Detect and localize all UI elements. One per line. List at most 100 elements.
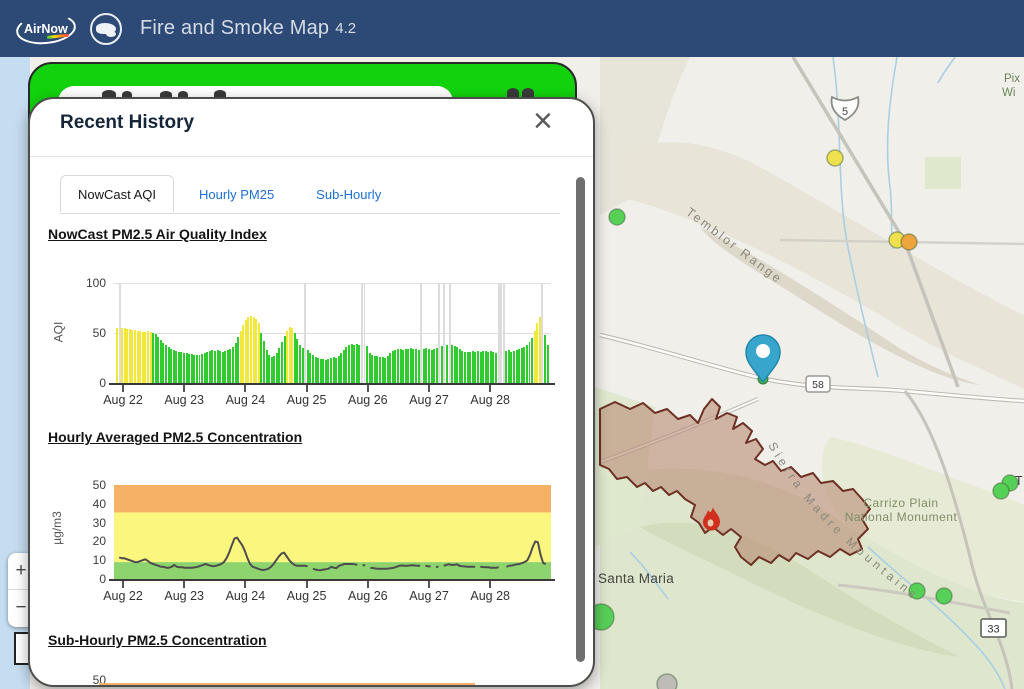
aqi-bar <box>438 283 441 383</box>
x-tick-label: Aug 22 <box>103 393 143 407</box>
x-tick <box>428 385 430 392</box>
location-pin[interactable] <box>745 334 781 385</box>
aqi-bar <box>402 350 405 383</box>
tab-hourly-pm25[interactable]: Hourly PM25 <box>199 187 275 202</box>
aqi-bar <box>329 358 332 383</box>
aqi-bar <box>134 330 137 383</box>
aqi-bar <box>226 350 229 383</box>
aqi-bar <box>531 338 534 383</box>
aqi-bar <box>291 328 294 383</box>
x-tick <box>366 581 369 588</box>
aqi-bar <box>232 347 234 383</box>
airnow-logo[interactable]: AirNow <box>14 10 78 47</box>
aqi-bar <box>528 342 531 383</box>
chart1-heading: NowCast PM2.5 Air Quality Index <box>48 226 267 242</box>
monitor-dot-green[interactable] <box>992 482 1010 500</box>
aqi-bar <box>360 283 363 383</box>
aqi-bar <box>353 345 356 383</box>
x-tick-label: Aug 24 <box>225 393 266 407</box>
monitor-dot-green[interactable] <box>908 582 926 600</box>
aqi-bar <box>322 359 325 383</box>
pm25-plot <box>114 485 551 579</box>
tab-nowcast-aqi[interactable]: NowCast AQI <box>60 175 175 212</box>
ytick: 40 <box>92 496 106 511</box>
svg-text:58: 58 <box>812 379 824 391</box>
aqi-bar <box>417 350 420 383</box>
aqi-bar <box>412 349 415 383</box>
zoom-in-button[interactable]: + <box>15 560 27 581</box>
app-header: AirNow Fire and Smoke Map 4.2 <box>0 0 1024 57</box>
monitor-dot-green[interactable] <box>935 587 953 605</box>
aqi-bar <box>136 331 139 383</box>
aqi-bar <box>458 349 461 383</box>
aqi-bar <box>378 357 381 383</box>
aqi-bar <box>229 349 232 383</box>
monitor-dot-green[interactable] <box>608 208 626 226</box>
monitor-dot-gray[interactable] <box>656 673 678 689</box>
x-tick <box>183 581 186 588</box>
aqi-bar <box>500 283 503 383</box>
x-tick-label: Aug 22 <box>103 589 143 603</box>
recent-history-modal: Recent History × NowCast AQI Hourly PM25… <box>28 97 595 687</box>
aqi-bar <box>523 347 526 383</box>
monitor-dot-orange[interactable] <box>900 233 918 251</box>
close-icon[interactable]: × <box>533 102 553 140</box>
x-tick <box>122 581 124 588</box>
epa-logo[interactable] <box>90 12 122 45</box>
monitor-dot-yellow[interactable] <box>826 149 844 167</box>
gridline <box>114 283 551 284</box>
aqi-bar <box>404 349 407 383</box>
modal-title: Recent History <box>60 112 195 133</box>
fire-perimeter[interactable] <box>599 398 871 566</box>
aqi-bar <box>193 355 196 383</box>
aqi-bar <box>268 355 271 383</box>
fire-icon[interactable] <box>703 507 720 531</box>
x-tick <box>122 385 124 392</box>
aqi-bar <box>456 347 459 383</box>
pm25-line <box>425 566 430 567</box>
aqi-bar <box>440 346 443 383</box>
x-tick-label: Aug 26 <box>347 393 388 407</box>
aqi-bar <box>141 332 144 383</box>
aqi-bar <box>304 283 307 383</box>
x-axis <box>109 383 555 385</box>
aqi-bar <box>128 329 131 383</box>
ytick: 50 <box>92 478 106 492</box>
aqi-bar <box>543 335 546 383</box>
aqi-bar <box>520 348 523 383</box>
x-tick-label: Aug 24 <box>225 589 266 603</box>
aqi-bar <box>538 317 541 383</box>
aqi-bar <box>221 352 224 383</box>
aqi-bar <box>237 337 240 383</box>
aqi-bar <box>541 283 544 383</box>
aqi-bar <box>317 358 320 383</box>
terrain-temblor-range <box>620 142 1024 389</box>
aqi-bar-chart: AQI 100 50 0 Aug 22 Aug 23 Aug 24 Aug 25 Aug… <box>30 267 593 417</box>
clipped-text-fragment <box>214 90 226 98</box>
aqi-bar <box>422 349 425 383</box>
aqi-bar <box>188 354 191 383</box>
aqi-bar <box>206 352 209 383</box>
pm25-line <box>119 538 307 570</box>
aqi-bar <box>239 331 242 383</box>
modal-scrollbar-thumb[interactable] <box>576 177 585 662</box>
aqi-bar <box>234 343 237 383</box>
aqi-bar <box>301 348 304 383</box>
zoom-out-button[interactable]: − <box>15 597 27 618</box>
aqi-bar <box>332 357 335 383</box>
tab-bar: NowCast AQI Hourly PM25 Sub-Hourly <box>60 175 398 212</box>
aqi-bar <box>327 359 330 383</box>
aqi-bar <box>250 316 253 383</box>
aqi-bar <box>487 352 490 383</box>
aqi-bar <box>306 350 309 383</box>
tab-sub-hourly[interactable]: Sub-Hourly <box>316 187 382 202</box>
aqi-bar <box>252 317 255 383</box>
aqi-bar <box>198 355 201 383</box>
pm25-line <box>370 565 420 569</box>
aqi-bar <box>311 355 314 383</box>
aqi-bar <box>203 353 206 383</box>
aqi-bar <box>309 353 312 383</box>
aqi-bar <box>492 352 495 383</box>
aqi-bar <box>247 317 250 383</box>
aqi-bar <box>425 348 428 383</box>
